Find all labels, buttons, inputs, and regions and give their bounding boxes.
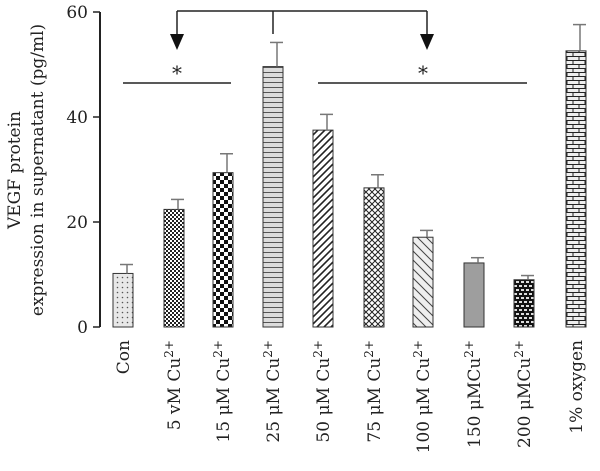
x-tick-label: Con (114, 340, 134, 374)
bar (262, 66, 284, 328)
bar (363, 187, 385, 328)
x-tick-label: 200 μMCu2+ (512, 340, 535, 448)
x-tick-labels: Con 5 vM Cu2+ 15 μM Cu2+ 25 μM Cu2+ 50 μM Cu… (114, 340, 587, 453)
bar (463, 262, 485, 328)
x-tick-label: 25 μM Cu2+ (261, 340, 284, 443)
bar (513, 279, 535, 328)
significance-right: * (318, 61, 527, 85)
bar (312, 129, 334, 328)
bar (212, 172, 234, 328)
y-axis-ticks: 0 20 40 60 (66, 3, 100, 338)
reference-bracket (170, 10, 434, 50)
significance-left: * (123, 61, 231, 85)
bar (565, 50, 587, 328)
y-axis-title-line2: expression in supernatant (pg/ml) (28, 24, 48, 316)
x-tick-label: 100 μM Cu2+ (411, 340, 434, 453)
x-tick-label: 150 μMCu2+ (462, 340, 485, 448)
x-tick-label: 50 μM Cu2+ (311, 340, 334, 443)
arrowhead-left (170, 34, 184, 50)
x-tick-label: 15 μM Cu2+ (211, 340, 234, 443)
arrowhead-right (420, 34, 434, 50)
y-tick-label: 60 (66, 3, 88, 23)
y-axis-title-line1: VEGF protein (5, 111, 25, 230)
x-tick-label: 1% oxygen (567, 340, 587, 434)
bar (412, 236, 434, 328)
bar (112, 272, 134, 328)
bars-group (112, 23, 587, 328)
x-tick-label: 5 vM Cu2+ (162, 340, 185, 430)
significance-star-right: * (418, 61, 428, 85)
x-tick-label: 75 μM Cu2+ (362, 340, 385, 443)
y-tick-label: 40 (66, 108, 88, 128)
bar (163, 208, 185, 328)
significance-star-left: * (172, 61, 182, 85)
y-tick-label: 0 (77, 318, 88, 338)
y-tick-label: 20 (66, 213, 88, 233)
